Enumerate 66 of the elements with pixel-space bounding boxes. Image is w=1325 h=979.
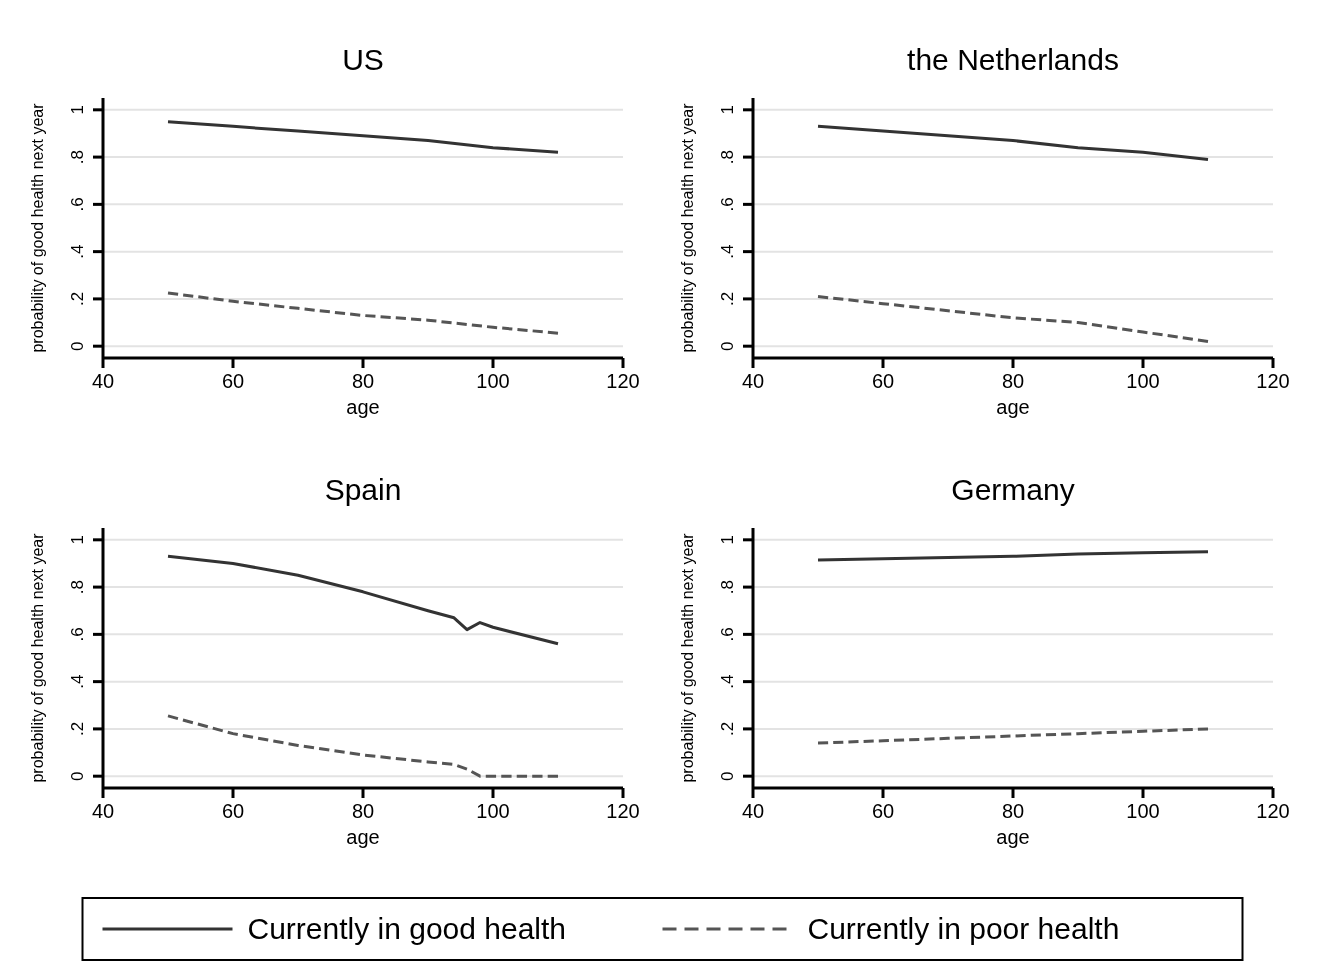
x-tick-label: 60 <box>221 370 245 392</box>
x-tick-label: 80 <box>351 370 375 392</box>
y-tick-label: .2 <box>68 721 87 736</box>
x-axis-title: age <box>346 826 380 848</box>
x-tick-label: 60 <box>871 370 895 392</box>
y-tick-label: .6 <box>718 627 737 642</box>
x-axis-title: age <box>996 826 1030 848</box>
x-tick-label: 100 <box>1126 370 1160 392</box>
y-tick-label: .2 <box>718 291 737 306</box>
x-tick-label: 40 <box>741 370 765 392</box>
legend-label: Currently in good health <box>247 912 567 945</box>
line-series <box>816 295 1210 343</box>
x-tick-label: 60 <box>221 800 245 822</box>
x-tick-label: 40 <box>91 800 115 822</box>
x-tick-label: 60 <box>871 800 895 822</box>
y-tick-label: .2 <box>718 721 737 736</box>
line-series <box>166 554 560 646</box>
y-tick-label: .4 <box>68 674 87 689</box>
y-tick-label: .6 <box>68 627 87 642</box>
y-tick-label: .4 <box>68 244 87 259</box>
x-axis-title: age <box>346 396 380 418</box>
y-tick-label: 0 <box>68 771 87 781</box>
x-tick-label: 40 <box>741 800 765 822</box>
x-tick-label: 80 <box>351 800 375 822</box>
line-series <box>166 714 560 778</box>
y-tick-label: 1 <box>718 105 737 115</box>
y-tick-label: .6 <box>68 197 87 212</box>
chart-title: US <box>342 43 384 76</box>
x-tick-label: 120 <box>1256 370 1290 392</box>
y-axis-title: probability of good health next year <box>679 532 696 783</box>
y-tick-label: .4 <box>718 674 737 689</box>
y-tick-label: 1 <box>68 105 87 115</box>
line-series <box>166 120 560 154</box>
y-axis-title: probability of good health next year <box>679 102 696 353</box>
y-tick-label: 0 <box>718 771 737 781</box>
y-tick-label: .8 <box>718 150 737 165</box>
y-tick-label: .6 <box>718 197 737 212</box>
x-tick-label: 100 <box>476 370 510 392</box>
line-series <box>166 291 560 335</box>
y-axis-title: probability of good health next year <box>29 102 46 353</box>
x-tick-label: 120 <box>606 370 640 392</box>
y-tick-label: .8 <box>718 580 737 595</box>
x-tick-label: 80 <box>1001 370 1025 392</box>
y-tick-label: 1 <box>68 535 87 545</box>
y-tick-label: .8 <box>68 150 87 165</box>
chart-title: Spain <box>324 473 402 506</box>
x-tick-label: 100 <box>476 800 510 822</box>
legend-label: Currently in poor health <box>807 912 1120 945</box>
x-tick-label: 40 <box>91 370 115 392</box>
line-series <box>816 550 1210 562</box>
x-tick-label: 80 <box>1001 800 1025 822</box>
x-axis-title: age <box>996 396 1030 418</box>
x-tick-label: 100 <box>1126 800 1160 822</box>
y-tick-label: .2 <box>68 291 87 306</box>
line-series <box>816 727 1210 745</box>
y-tick-label: 1 <box>718 535 737 545</box>
chart-title: the Netherlands <box>907 43 1119 76</box>
y-axis-title: probability of good health next year <box>29 532 46 783</box>
y-tick-label: 0 <box>718 341 737 351</box>
y-tick-label: 0 <box>68 341 87 351</box>
y-tick-label: .4 <box>718 244 737 259</box>
x-tick-label: 120 <box>1256 800 1290 822</box>
y-tick-label: .8 <box>68 580 87 595</box>
x-tick-label: 120 <box>606 800 640 822</box>
line-series <box>816 124 1210 161</box>
chart-title: Germany <box>951 473 1075 506</box>
